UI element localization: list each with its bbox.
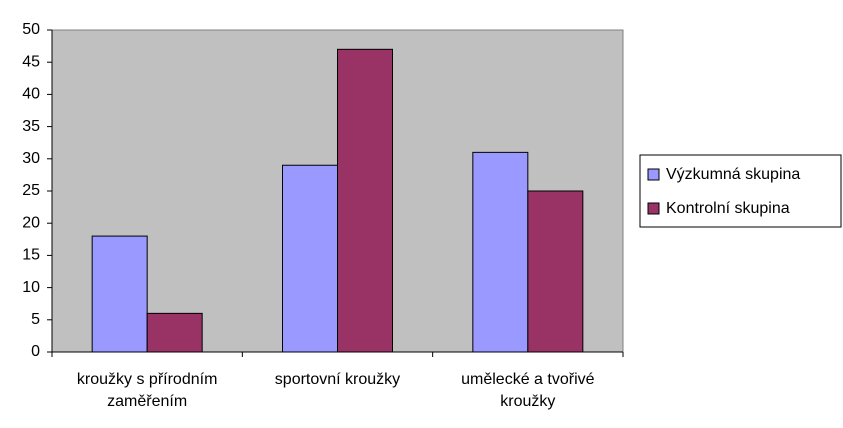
y-tick-label: 10	[22, 279, 40, 296]
y-tick-label: 20	[22, 214, 40, 231]
legend-box	[639, 154, 842, 228]
legend-swatch	[647, 202, 660, 215]
y-tick-label: 30	[22, 150, 40, 167]
bar	[337, 48, 393, 353]
bar	[472, 151, 529, 353]
x-tick-label: sportovní kroužky	[274, 371, 401, 388]
legend-swatch	[647, 168, 660, 181]
x-tick-label: kroužky s přírodním zaměřením	[76, 371, 218, 410]
legend-label: Kontrolní skupina	[666, 200, 790, 217]
legend-label: Výzkumná skupina	[666, 166, 800, 183]
x-tick-label: umělecké a tvořivé kroužky	[461, 371, 595, 410]
bar	[282, 164, 338, 353]
y-tick-label: 45	[22, 53, 40, 70]
y-tick-label: 15	[22, 247, 40, 264]
y-tick-label: 35	[22, 118, 40, 135]
bar	[527, 190, 584, 353]
y-tick-label: 5	[31, 311, 40, 328]
y-tick-label: 0	[31, 343, 40, 360]
y-tick-label: 25	[22, 182, 40, 199]
y-tick-label: 40	[22, 86, 40, 103]
bar	[91, 235, 148, 353]
bar	[146, 312, 203, 353]
y-tick-label: 50	[22, 21, 40, 38]
